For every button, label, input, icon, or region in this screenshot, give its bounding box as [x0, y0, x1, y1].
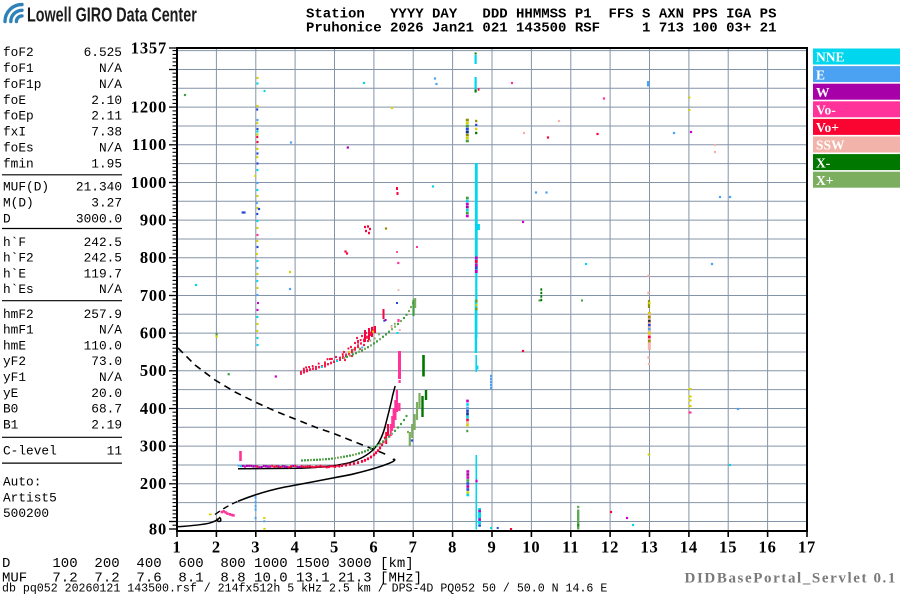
svg-text:N/A: N/A: [99, 323, 122, 338]
svg-text:16: 16: [759, 538, 777, 557]
svg-text:5: 5: [330, 538, 339, 557]
svg-text:Station YYYY DAY DDD HHMMS: Station YYYY DAY DDD HHMMSS P1 FFS S AXN…: [306, 6, 776, 22]
svg-text:M(D): M(D): [3, 196, 34, 211]
svg-text:SSW: SSW: [816, 138, 845, 153]
svg-text:B1: B1: [3, 418, 19, 433]
svg-text:N/A: N/A: [99, 141, 122, 156]
svg-text:foF1: foF1: [3, 61, 34, 76]
svg-text:119.7: 119.7: [84, 266, 122, 281]
svg-text:3.27: 3.27: [91, 196, 122, 211]
svg-text:9: 9: [487, 538, 496, 557]
svg-text:hmF1: hmF1: [3, 323, 34, 338]
svg-text:7: 7: [409, 538, 418, 557]
svg-text:2.10: 2.10: [91, 93, 122, 108]
svg-text:15: 15: [719, 538, 737, 557]
svg-text:2: 2: [212, 538, 221, 557]
svg-text:110.0: 110.0: [84, 338, 122, 353]
svg-text:fxI: fxI: [3, 125, 26, 140]
svg-text:Artist5: Artist5: [3, 490, 57, 505]
svg-text:hmE: hmE: [3, 338, 26, 353]
svg-text:foEp: foEp: [3, 109, 34, 124]
svg-text:6: 6: [369, 538, 378, 557]
svg-text:68.7: 68.7: [91, 402, 122, 417]
svg-text:fmin: fmin: [3, 156, 34, 171]
svg-text:800: 800: [140, 248, 167, 267]
svg-text:20.0: 20.0: [91, 386, 122, 401]
svg-text:W: W: [816, 85, 830, 100]
svg-text:700: 700: [140, 286, 167, 305]
svg-text:h`Es: h`Es: [3, 282, 34, 297]
svg-text:N/A: N/A: [99, 61, 122, 76]
svg-text:500200: 500200: [3, 506, 49, 521]
svg-text:11: 11: [107, 444, 123, 459]
svg-text:h`F: h`F: [3, 235, 26, 250]
svg-text:yE: yE: [3, 386, 19, 401]
svg-text:257.9: 257.9: [84, 307, 122, 322]
svg-text:4: 4: [291, 538, 300, 557]
svg-text:C-level: C-level: [3, 444, 57, 459]
svg-text:E: E: [816, 67, 825, 82]
svg-text:200: 200: [140, 474, 167, 493]
svg-text:X+: X+: [816, 173, 833, 188]
svg-text:Lowell GIRO Data Center: Lowell GIRO Data Center: [27, 3, 197, 26]
svg-text:1000: 1000: [131, 173, 167, 192]
svg-text:D: D: [3, 212, 11, 227]
svg-text:h`F2: h`F2: [3, 251, 34, 266]
svg-text:B0: B0: [3, 402, 18, 417]
svg-text:8: 8: [448, 538, 457, 557]
svg-text:X-: X-: [816, 155, 830, 170]
svg-text:MUF(D): MUF(D): [3, 180, 49, 195]
svg-text:Vo+: Vo+: [816, 120, 839, 135]
svg-text:7.38: 7.38: [91, 125, 122, 140]
svg-text:12: 12: [601, 538, 619, 557]
svg-text:17: 17: [798, 538, 816, 557]
svg-text:14: 14: [680, 538, 698, 557]
svg-text:1: 1: [172, 538, 181, 557]
svg-text:1357: 1357: [131, 38, 167, 57]
svg-text:db pq052 20260121 143500.rsf /: db pq052 20260121 143500.rsf / 214fx512h…: [2, 583, 607, 596]
svg-text:Pruhonice 2026 Jan21 021 14350: Pruhonice 2026 Jan21 021 143500 RSF 1 71…: [306, 21, 776, 37]
svg-text:2.11: 2.11: [91, 109, 122, 124]
svg-text:3: 3: [251, 538, 260, 557]
svg-text:1200: 1200: [131, 98, 167, 117]
svg-text:11: 11: [562, 538, 579, 557]
svg-text:yF2: yF2: [3, 354, 26, 369]
svg-text:DIDBasePortal_Servlet 0.1: DIDBasePortal_Servlet 0.1: [685, 571, 897, 587]
svg-text:73.0: 73.0: [91, 354, 122, 369]
svg-text:foEs: foEs: [3, 141, 34, 156]
svg-text:3000.0: 3000.0: [76, 212, 122, 227]
svg-text:2.19: 2.19: [91, 418, 122, 433]
svg-text:NNE: NNE: [816, 50, 845, 65]
svg-text:600: 600: [140, 324, 167, 343]
svg-text:300: 300: [140, 437, 167, 456]
svg-text:242.5: 242.5: [84, 251, 122, 266]
svg-text:hmF2: hmF2: [3, 307, 34, 322]
svg-text:13: 13: [640, 538, 658, 557]
svg-text:80: 80: [149, 519, 167, 538]
svg-text:242.5: 242.5: [84, 235, 122, 250]
svg-text:10: 10: [522, 538, 540, 557]
svg-text:21.340: 21.340: [76, 180, 122, 195]
svg-text:D 100 200 400 600 800: D 100 200 400 600 800 1000 1500 3000 [km…: [2, 556, 414, 572]
svg-text:900: 900: [140, 211, 167, 230]
svg-text:N/A: N/A: [99, 370, 122, 385]
svg-text:N/A: N/A: [99, 282, 122, 297]
svg-text:6.525: 6.525: [84, 45, 122, 60]
svg-text:foE: foE: [3, 93, 26, 108]
svg-text:foF2: foF2: [3, 45, 34, 60]
svg-text:yF1: yF1: [3, 370, 26, 385]
svg-text:Vo-: Vo-: [816, 103, 836, 118]
svg-text:h`E: h`E: [3, 266, 26, 281]
svg-text:500: 500: [140, 361, 167, 380]
svg-text:1100: 1100: [132, 135, 167, 154]
svg-text:foF1p: foF1p: [3, 77, 41, 92]
svg-text:MUF 7.2 7.2 7.6 8.1 8.8: MUF 7.2 7.2 7.6 8.1 8.8 10.0 13.1 21.3 […: [2, 570, 422, 586]
svg-text:1.95: 1.95: [91, 156, 122, 171]
svg-text:400: 400: [140, 399, 167, 418]
svg-text:Auto:: Auto:: [3, 475, 41, 490]
svg-text:N/A: N/A: [99, 77, 122, 92]
